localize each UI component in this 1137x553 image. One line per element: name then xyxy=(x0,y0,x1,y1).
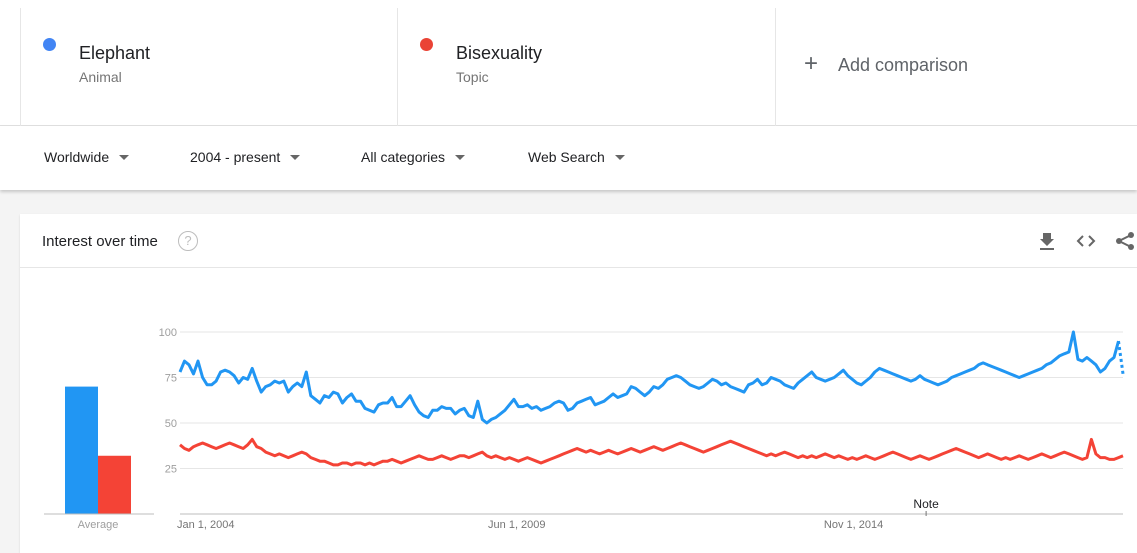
card-title: Interest over time xyxy=(42,233,158,250)
comparison-header: Elephant Animal Bisexuality Topic + Add … xyxy=(0,0,1137,126)
embed-icon[interactable] xyxy=(1074,230,1096,252)
term-card-bisexuality[interactable]: Bisexuality Topic xyxy=(398,8,776,126)
y-tick-label: 50 xyxy=(165,418,177,430)
x-tick-label: Jun 1, 2009 xyxy=(488,519,546,531)
time-range-dropdown[interactable]: 2004 - present xyxy=(190,149,301,165)
x-tick-label: Nov 1, 2014 xyxy=(824,519,883,531)
interest-over-time-card: Interest over time ? 25 50 75 100 Jan 1, 200… xyxy=(20,214,1137,553)
plus-icon: + xyxy=(804,50,819,77)
term-card-elephant[interactable]: Elephant Animal xyxy=(20,8,398,126)
card-header: Interest over time ? xyxy=(20,214,1137,268)
series-color-dot xyxy=(43,38,56,51)
question-circle-icon[interactable]: ? xyxy=(178,231,198,251)
average-bar-elephant xyxy=(65,386,98,514)
note-label[interactable]: Note xyxy=(913,497,939,511)
location-value: Worldwide xyxy=(44,149,110,165)
term-name: Bisexuality xyxy=(456,43,543,63)
time-range-value: 2004 - present xyxy=(190,149,281,165)
y-tick-label: 25 xyxy=(165,464,177,476)
location-dropdown[interactable]: Worldwide xyxy=(44,149,130,165)
average-bar-bisexuality xyxy=(98,455,131,514)
category-dropdown[interactable]: All categories xyxy=(361,149,466,165)
y-tick-label: 75 xyxy=(165,373,177,385)
term-name: Elephant xyxy=(79,43,151,63)
search-type-value: Web Search xyxy=(528,149,605,165)
series-line-bisexuality xyxy=(179,437,1124,467)
x-tick-label: Jan 1, 2004 xyxy=(177,519,235,531)
partial-data-segment xyxy=(1117,340,1125,375)
series-color-dot xyxy=(420,38,433,51)
add-comparison-label: Add comparison xyxy=(838,55,969,75)
add-comparison-button[interactable]: + Add comparison xyxy=(776,8,1137,126)
search-type-dropdown[interactable]: Web Search xyxy=(528,149,625,165)
share-icon[interactable] xyxy=(1114,230,1136,252)
interest-chart: 25 50 75 100 Jan 1, 2004 Jun 1, 2009 Nov 1, 20… xyxy=(44,327,1125,531)
category-value: All categories xyxy=(361,149,446,165)
chevron-down-icon xyxy=(290,154,301,160)
y-tick-label: 100 xyxy=(159,327,177,339)
series-line-elephant xyxy=(178,330,1120,425)
term-type: Animal xyxy=(79,69,122,85)
chevron-down-icon xyxy=(455,154,466,160)
term-type: Topic xyxy=(456,69,489,85)
filter-bar: Worldwide 2004 - present All categories … xyxy=(0,126,1137,190)
average-label: Average xyxy=(78,519,119,531)
download-icon[interactable] xyxy=(1036,230,1058,252)
chevron-down-icon xyxy=(614,154,625,160)
chevron-down-icon xyxy=(119,154,130,160)
